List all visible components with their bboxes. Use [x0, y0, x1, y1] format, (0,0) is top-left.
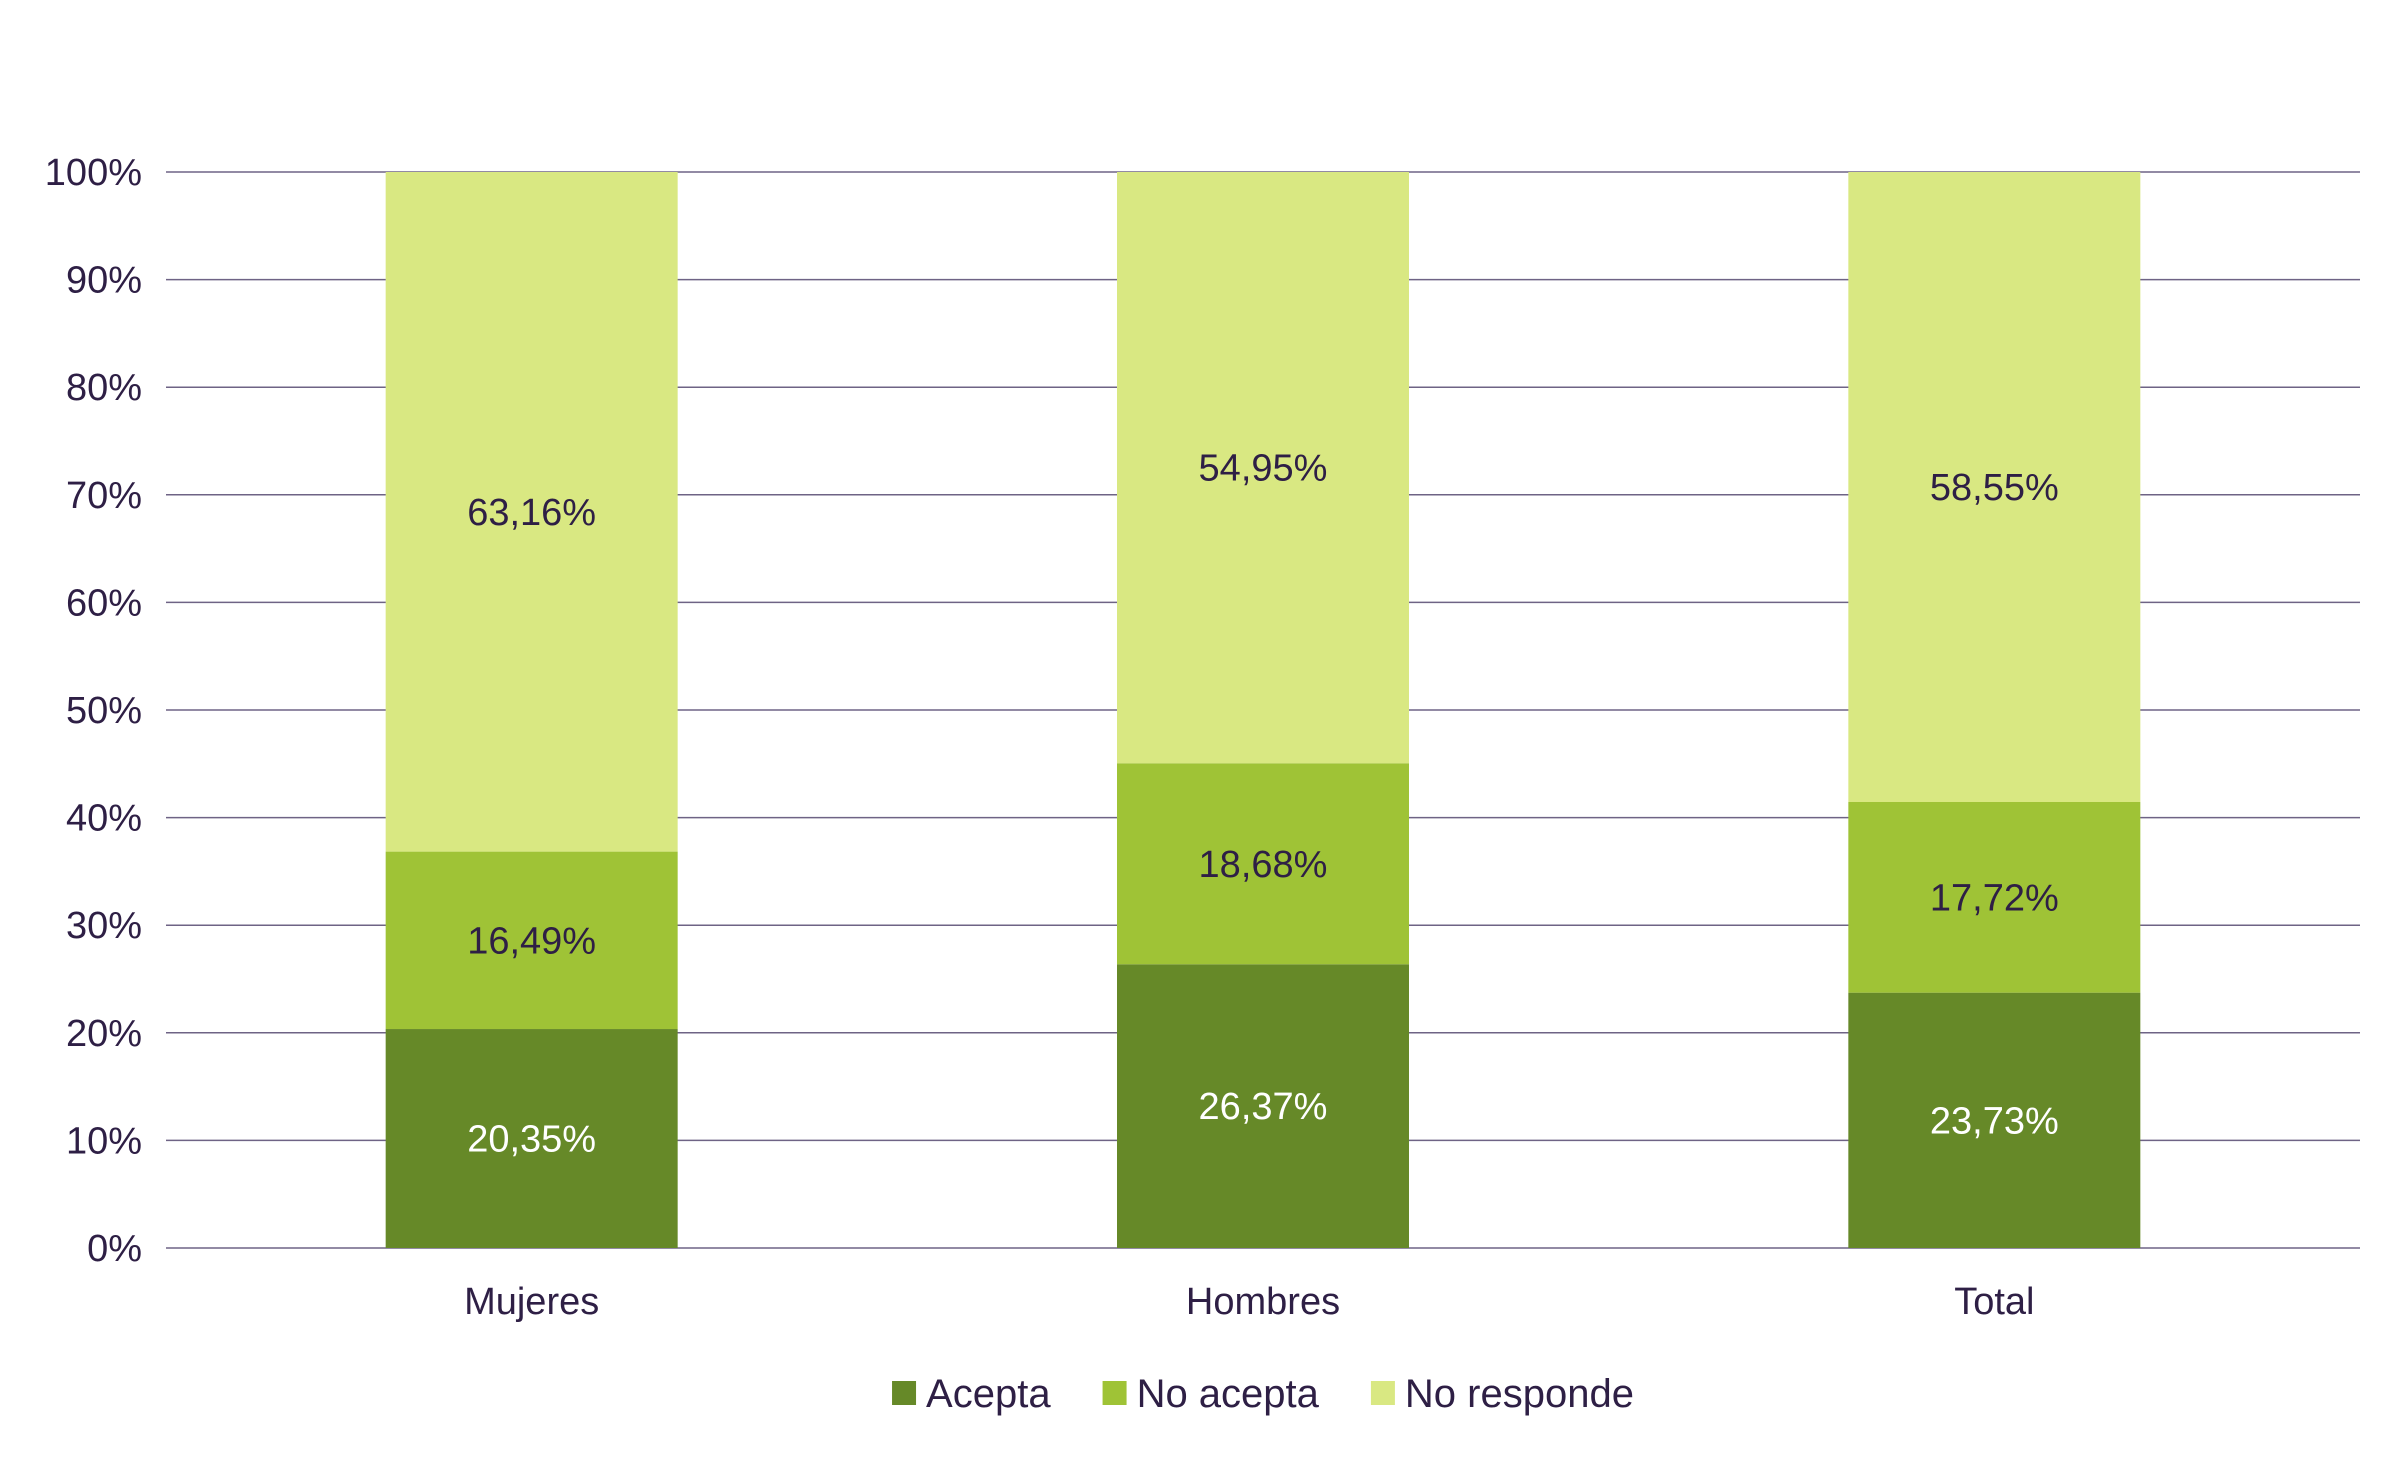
data-label: 18,68%: [1199, 844, 1328, 886]
legend-label: No responde: [1405, 1372, 1634, 1416]
legend-swatch: [1102, 1381, 1127, 1405]
bar-segment: [1848, 801, 2141, 993]
y-tick-label: 40%: [66, 798, 142, 840]
legend: Acepta No acepta No responde: [892, 1372, 1634, 1416]
x-axis: Mujeres Hombres Total: [464, 1281, 2034, 1323]
x-tick-label: Total: [1954, 1281, 2034, 1323]
legend-label: Acepta: [926, 1372, 1051, 1416]
y-tick-label: 10%: [66, 1120, 142, 1162]
y-tick-label: 70%: [66, 475, 142, 517]
bar-segment: [385, 172, 678, 852]
data-label: 16,49%: [467, 920, 596, 962]
data-label: 20,35%: [467, 1119, 596, 1161]
y-tick-label: 50%: [66, 690, 142, 732]
legend-swatch: [1370, 1381, 1395, 1405]
data-label: 26,37%: [1199, 1086, 1328, 1128]
bar-segment: [1117, 763, 1409, 965]
legend-item: No responde: [1370, 1372, 1634, 1416]
legend-swatch: [892, 1381, 917, 1405]
x-tick-label: Hombres: [1186, 1281, 1340, 1323]
data-label: 17,72%: [1930, 877, 2059, 919]
bars: [385, 172, 2141, 1248]
y-tick-label: 30%: [66, 905, 142, 947]
y-tick-label: 100%: [45, 152, 142, 194]
legend-label: No acepta: [1137, 1372, 1320, 1416]
y-axis: 0% 10% 20% 30% 40% 50% 60% 70% 80% 90% 100%: [45, 152, 142, 1270]
data-label: 54,95%: [1199, 448, 1328, 490]
y-tick-label: 60%: [66, 582, 142, 624]
data-label: 63,16%: [467, 492, 596, 534]
legend-item: Acepta: [892, 1372, 1051, 1416]
bar-segment: [1848, 992, 2141, 1248]
y-tick-label: 90%: [66, 260, 142, 302]
bar-segment: [1848, 172, 2141, 802]
x-tick-label: Mujeres: [464, 1281, 599, 1323]
bar-segment: [1117, 964, 1409, 1248]
y-tick-label: 20%: [66, 1013, 142, 1055]
y-tick-label: 80%: [66, 367, 142, 409]
data-label: 58,55%: [1930, 467, 2059, 509]
bar-segment: [385, 1029, 678, 1248]
data-label: 23,73%: [1930, 1100, 2059, 1142]
bar-segment: [1117, 172, 1409, 764]
bar-segment: [385, 851, 678, 1030]
legend-item: No acepta: [1102, 1372, 1320, 1416]
y-tick-label: 0%: [87, 1228, 142, 1270]
data-labels: 20,35% 16,49% 63,16% 26,37% 18,68% 54,95% 23,7…: [467, 448, 2059, 1161]
